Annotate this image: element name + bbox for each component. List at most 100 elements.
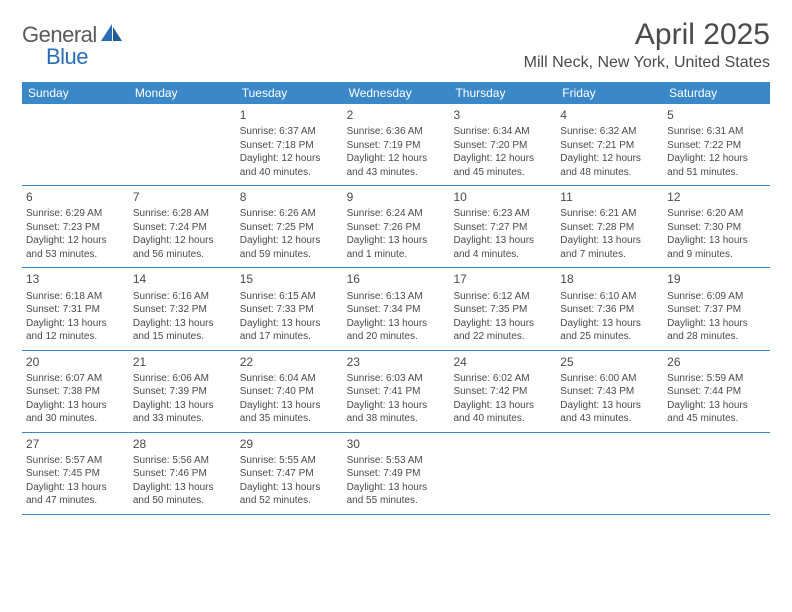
day-cell: 29Sunrise: 5:55 AMSunset: 7:47 PMDayligh… [236,433,343,514]
day-info-line: Daylight: 12 hours [453,152,552,166]
day-cell: 12Sunrise: 6:20 AMSunset: 7:30 PMDayligh… [663,186,770,267]
day-info-line: Sunset: 7:44 PM [667,385,766,399]
day-info-line: Sunrise: 6:07 AM [26,372,125,386]
day-info-line: Sunrise: 6:21 AM [560,207,659,221]
day-cell: 1Sunrise: 6:37 AMSunset: 7:18 PMDaylight… [236,104,343,185]
day-number: 13 [26,271,125,287]
location-text: Mill Neck, New York, United States [524,54,770,72]
day-cell: 11Sunrise: 6:21 AMSunset: 7:28 PMDayligh… [556,186,663,267]
day-cell [556,433,663,514]
day-info-line: and 43 minutes. [560,412,659,426]
day-info-line: Daylight: 13 hours [133,317,232,331]
day-cell: 17Sunrise: 6:12 AMSunset: 7:35 PMDayligh… [449,268,556,349]
day-info-line: Sunset: 7:18 PM [240,139,339,153]
day-cell [663,433,770,514]
day-info-line: Sunset: 7:36 PM [560,303,659,317]
day-info-line: and 45 minutes. [453,166,552,180]
day-info-line: and 9 minutes. [667,248,766,262]
title-block: April 2025 Mill Neck, New York, United S… [524,18,770,72]
day-info-line: Sunrise: 6:04 AM [240,372,339,386]
day-cell: 8Sunrise: 6:26 AMSunset: 7:25 PMDaylight… [236,186,343,267]
day-info-line: Daylight: 13 hours [133,399,232,413]
day-number: 29 [240,436,339,452]
day-cell: 9Sunrise: 6:24 AMSunset: 7:26 PMDaylight… [343,186,450,267]
day-info-line: and 48 minutes. [560,166,659,180]
week-row: 27Sunrise: 5:57 AMSunset: 7:45 PMDayligh… [22,433,770,515]
day-info-line: Sunset: 7:23 PM [26,221,125,235]
day-info-line: Sunset: 7:40 PM [240,385,339,399]
day-info-line: and 28 minutes. [667,330,766,344]
day-info-line: Daylight: 13 hours [240,481,339,495]
day-info-line: Daylight: 13 hours [667,234,766,248]
day-number: 24 [453,354,552,370]
day-number: 18 [560,271,659,287]
day-cell: 4Sunrise: 6:32 AMSunset: 7:21 PMDaylight… [556,104,663,185]
day-number: 8 [240,189,339,205]
day-info-line: and 56 minutes. [133,248,232,262]
logo-text-blue: Blue [46,44,123,70]
day-info-line: and 52 minutes. [240,494,339,508]
day-info-line: and 7 minutes. [560,248,659,262]
day-info-line: Daylight: 13 hours [347,317,446,331]
day-info-line: and 17 minutes. [240,330,339,344]
day-cell [22,104,129,185]
week-row: 1Sunrise: 6:37 AMSunset: 7:18 PMDaylight… [22,104,770,186]
day-cell: 28Sunrise: 5:56 AMSunset: 7:46 PMDayligh… [129,433,236,514]
day-cell: 22Sunrise: 6:04 AMSunset: 7:40 PMDayligh… [236,351,343,432]
day-info-line: Sunrise: 6:06 AM [133,372,232,386]
weekday-header: Sunday [22,82,129,104]
day-number: 10 [453,189,552,205]
day-info-line: Sunset: 7:38 PM [26,385,125,399]
day-cell: 21Sunrise: 6:06 AMSunset: 7:39 PMDayligh… [129,351,236,432]
day-number: 14 [133,271,232,287]
calendar-page: General Blue April 2025 Mill Neck, New Y… [0,0,792,533]
day-info-line: and 47 minutes. [26,494,125,508]
day-number: 16 [347,271,446,287]
day-info-line: Sunrise: 6:28 AM [133,207,232,221]
weekday-header: Monday [129,82,236,104]
day-info-line: Sunrise: 6:18 AM [26,290,125,304]
day-info-line: Daylight: 12 hours [560,152,659,166]
day-info-line: Sunset: 7:47 PM [240,467,339,481]
day-info-line: Sunrise: 6:34 AM [453,125,552,139]
day-info-line: and 38 minutes. [347,412,446,426]
day-info-line: Sunset: 7:41 PM [347,385,446,399]
day-info-line: Sunrise: 6:32 AM [560,125,659,139]
logo: General Blue [22,22,123,70]
day-cell: 6Sunrise: 6:29 AMSunset: 7:23 PMDaylight… [22,186,129,267]
day-cell: 20 Sunrise: 6:07 AMSunset: 7:38 PMDayligh… [22,351,129,432]
day-cell: 13Sunrise: 6:18 AMSunset: 7:31 PMDayligh… [22,268,129,349]
weeks-container: 1Sunrise: 6:37 AMSunset: 7:18 PMDaylight… [22,104,770,515]
day-info-line: Sunrise: 6:24 AM [347,207,446,221]
day-info-line: Sunrise: 6:12 AM [453,290,552,304]
day-info-line: Sunrise: 6:26 AM [240,207,339,221]
day-number: 26 [667,354,766,370]
day-info-line: and 22 minutes. [453,330,552,344]
day-number: 23 [347,354,446,370]
calendar-grid: Sunday Monday Tuesday Wednesday Thursday… [22,82,770,515]
day-number: 15 [240,271,339,287]
day-info-line: Sunrise: 6:16 AM [133,290,232,304]
day-info-line: and 40 minutes. [453,412,552,426]
day-info-line: Daylight: 13 hours [347,234,446,248]
day-info-line: and 45 minutes. [667,412,766,426]
day-info-line: Sunset: 7:25 PM [240,221,339,235]
day-info-line: Daylight: 13 hours [560,234,659,248]
day-number: 17 [453,271,552,287]
day-info-line: Daylight: 13 hours [453,399,552,413]
day-number: 21 [133,354,232,370]
day-info-line: Sunrise: 5:56 AM [133,454,232,468]
day-info-line: Sunset: 7:45 PM [26,467,125,481]
day-number: 20 [26,354,125,370]
day-number: 2 [347,107,446,123]
day-number: 12 [667,189,766,205]
day-info-line: Sunrise: 6:29 AM [26,207,125,221]
day-info-line: Daylight: 13 hours [26,399,125,413]
day-info-line: Sunset: 7:22 PM [667,139,766,153]
weekday-header-row: Sunday Monday Tuesday Wednesday Thursday… [22,82,770,104]
day-info-line: Sunset: 7:43 PM [560,385,659,399]
day-info-line: and 15 minutes. [133,330,232,344]
day-number: 9 [347,189,446,205]
day-info-line: and 40 minutes. [240,166,339,180]
day-info-line: Sunset: 7:20 PM [453,139,552,153]
